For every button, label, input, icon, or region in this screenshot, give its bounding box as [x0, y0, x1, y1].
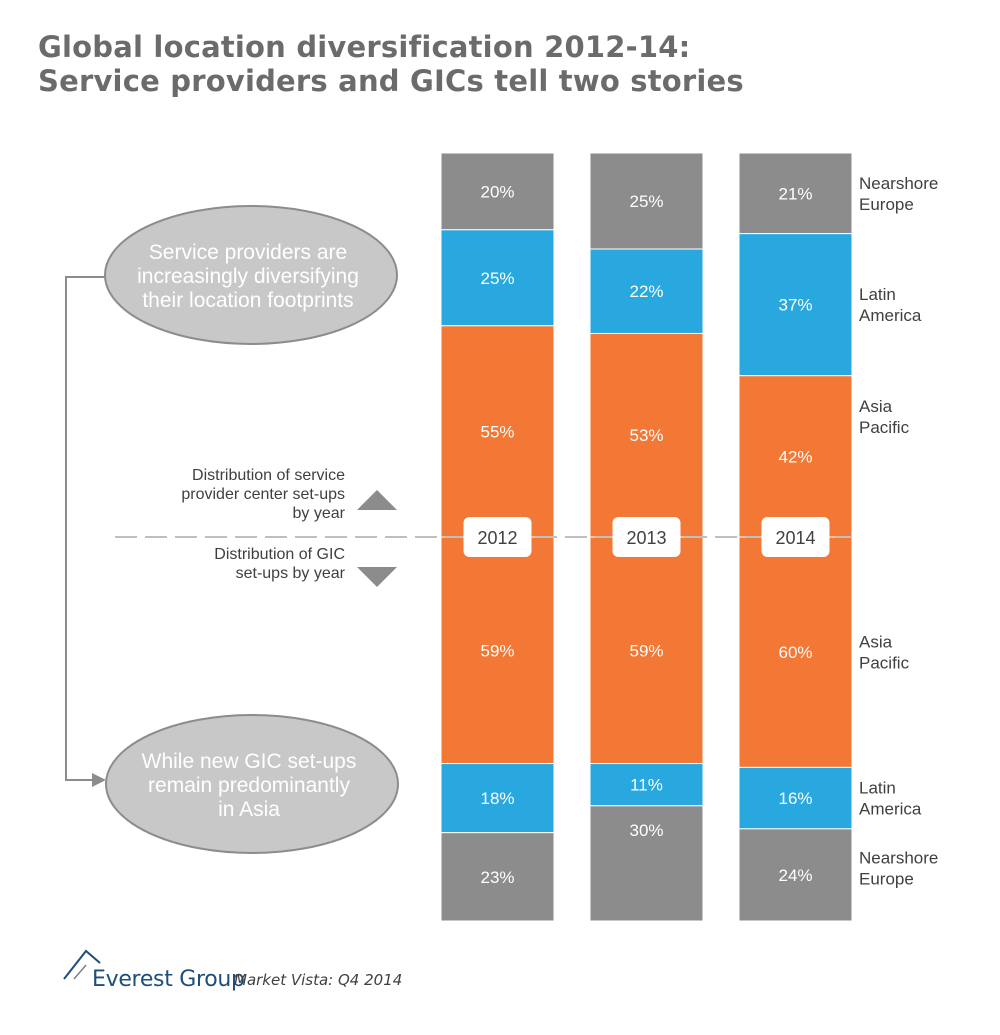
- year-label-2012: 2012: [477, 528, 517, 548]
- chart-title-line-1: Global location diversification 2012-14:: [38, 30, 691, 64]
- year-box-2012: [463, 517, 532, 557]
- value-label-gic-latin-america-2014: 16%: [778, 789, 812, 808]
- legend-sp-latin-america-line-1: Latin: [859, 285, 896, 304]
- brand-name: Everest Group: [92, 967, 245, 992]
- bar-sp-latin-america-2014: [738, 233, 853, 377]
- bar-sp-asia-pacific-2012: [440, 325, 555, 538]
- callout-service-providers-ellipse: [104, 205, 398, 345]
- value-label-sp-asia-pacific-2013: 53%: [629, 426, 663, 445]
- legend-gic-nearshore-europe-line-1: Nearshore: [859, 848, 938, 867]
- chart-title: Global location diversification 2012-14:…: [38, 30, 744, 98]
- value-label-sp-latin-america-2012: 25%: [480, 269, 514, 288]
- callout-gics-ellipse: [105, 714, 399, 854]
- connector-line: [65, 276, 107, 781]
- callout-service-providers-line-2: increasingly diversifying: [137, 265, 359, 288]
- value-label-gic-nearshore-europe-2014: 24%: [778, 866, 812, 885]
- caption-sp-line-1: Distribution of service: [192, 467, 345, 484]
- value-label-sp-latin-america-2013: 22%: [629, 282, 663, 301]
- legend-sp-latin-america-line-2: America: [859, 306, 922, 325]
- value-label-sp-nearshore-europe-2014: 21%: [778, 184, 812, 203]
- callout-gics-line-2: remain predominantly: [148, 774, 350, 797]
- stacked-bar-chart: 20% 25% 55% 25% 22% 53% 21% 37% 42% 59% 18% 23% 59% 1…: [65, 152, 938, 922]
- value-label-sp-nearshore-europe-2013: 25%: [629, 192, 663, 211]
- legend-gic-nearshore-europe-line-2: Europe: [859, 869, 914, 888]
- legend-sp-nearshore-europe-line-1: Nearshore: [859, 174, 938, 193]
- bar-gic-asia-pacific-2012: [440, 536, 555, 765]
- value-label-gic-nearshore-europe-2013: 30%: [629, 821, 663, 840]
- bar-sp-nearshore-europe-2014: [738, 152, 853, 235]
- callout-service-providers-line-1: Service providers are: [149, 241, 347, 264]
- caption-sp-line-2: provider center set-ups: [181, 486, 345, 503]
- callout-gics-line-1: While new GIC set-ups: [142, 750, 357, 773]
- connector-arrow-icon: [92, 773, 106, 787]
- value-label-sp-asia-pacific-2014: 42%: [778, 447, 812, 466]
- everest-logo-icon: [63, 949, 101, 980]
- year-label-2013: 2013: [626, 528, 666, 548]
- arrow-down-icon: [357, 567, 397, 587]
- bar-gic-latin-america-2012: [440, 763, 555, 834]
- caption-gic-line-2: set-ups by year: [236, 565, 346, 582]
- bar-sp-asia-pacific-2013: [589, 332, 704, 538]
- callout-gics-line-3: in Asia: [218, 798, 280, 821]
- value-label-gic-asia-pacific-2014: 60%: [778, 643, 812, 662]
- caption-gic-line-1: Distribution of GIC: [214, 546, 345, 563]
- legend-gic-latin-america-line-1: Latin: [859, 779, 896, 798]
- legend-gic-asia-pacific-line-2: Pacific: [859, 654, 910, 673]
- legend-gic-asia-pacific-line-1: Asia: [859, 633, 893, 652]
- legend-sp-asia-pacific-line-1: Asia: [859, 397, 893, 416]
- bar-sp-latin-america-2012: [440, 229, 555, 327]
- value-label-gic-asia-pacific-2013: 59%: [629, 641, 663, 660]
- bar-gic-asia-pacific-2013: [589, 536, 704, 765]
- value-label-gic-asia-pacific-2012: 59%: [480, 641, 514, 660]
- value-label-gic-latin-america-2012: 18%: [480, 789, 514, 808]
- year-box-2014: [761, 517, 830, 557]
- bar-gic-latin-america-2014: [738, 766, 853, 830]
- legend-gic-latin-america-line-2: America: [859, 800, 922, 819]
- arrow-up-icon: [357, 490, 397, 510]
- footer: Everest Group Market Vista: Q4 2014: [58, 945, 478, 1005]
- chart-title-line-2: Service providers and GICs tell two stor…: [38, 64, 744, 98]
- bar-gic-nearshore-europe-2013: [589, 805, 704, 922]
- bar-gic-asia-pacific-2014: [738, 536, 853, 768]
- year-box-2013: [612, 517, 681, 557]
- legend-sp-asia-pacific-line-2: Pacific: [859, 418, 910, 437]
- value-label-gic-nearshore-europe-2012: 23%: [480, 868, 514, 887]
- legend-sp-nearshore-europe-line-2: Europe: [859, 195, 914, 214]
- bar-gic-nearshore-europe-2014: [738, 828, 853, 922]
- value-label-sp-asia-pacific-2012: 55%: [480, 422, 514, 441]
- caption-sp-line-3: by year: [293, 505, 346, 522]
- value-label-sp-nearshore-europe-2012: 20%: [480, 182, 514, 201]
- callout-service-providers-line-3: their location footprints: [142, 289, 353, 312]
- brand-subtitle: Market Vista: Q4 2014: [234, 971, 403, 989]
- bar-gic-latin-america-2013: [589, 763, 704, 807]
- bar-gic-nearshore-europe-2012: [440, 832, 555, 922]
- bar-sp-nearshore-europe-2013: [589, 152, 704, 250]
- year-label-2014: 2014: [775, 528, 815, 548]
- value-label-sp-latin-america-2014: 37%: [778, 296, 812, 315]
- bar-sp-latin-america-2013: [589, 248, 704, 334]
- value-label-gic-latin-america-2013: 11%: [630, 776, 663, 795]
